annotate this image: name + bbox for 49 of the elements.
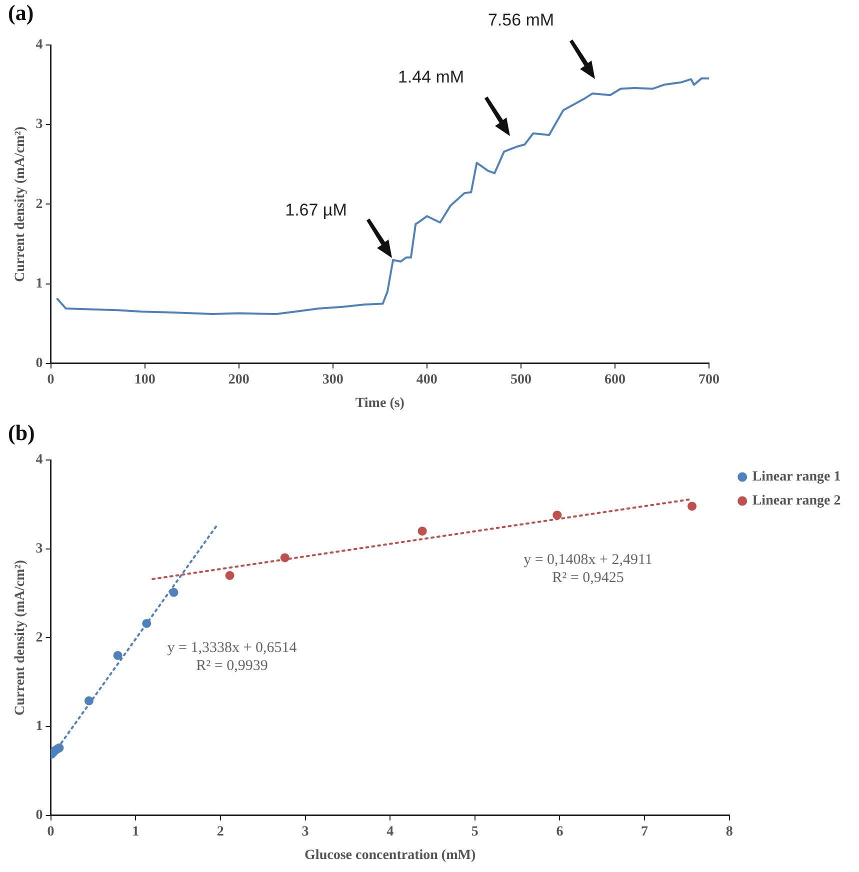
y-tick-label: 0: [36, 808, 43, 824]
y-tick-label: 1: [36, 276, 43, 292]
x-tick-label: 7: [641, 824, 648, 840]
legend-label: Linear range 1: [752, 470, 841, 485]
x-tick-label: 300: [322, 372, 344, 388]
point: [84, 696, 94, 706]
point: [552, 510, 562, 520]
x-tick-label: 0: [47, 824, 54, 840]
y-axis-title: Current density (mA/cm²): [13, 126, 28, 282]
x-tick-label: 5: [471, 824, 478, 840]
x-tick-label: 600: [604, 372, 626, 388]
y-tick-label: 3: [36, 541, 43, 556]
point: [169, 588, 178, 597]
chart-title: (a): [8, 0, 34, 26]
annotation: y = 0,1408x + 2,4911 R² = 0,9425: [524, 552, 652, 586]
x-tick-label: 500: [510, 372, 532, 388]
legend-label: Linear range 2: [752, 494, 841, 509]
x-tick-label: 1: [132, 824, 140, 840]
x-tick-label: 6: [556, 824, 564, 840]
text: 7.56 mM: [488, 10, 554, 30]
x-axis-title: Glucose concentration (mM): [304, 848, 476, 864]
point: [418, 526, 427, 536]
x-tick-label: 3: [302, 824, 309, 840]
y-tick-label: 4: [36, 452, 43, 468]
y-tick-label: 3: [36, 117, 43, 132]
y-tick-label: 0: [36, 356, 43, 372]
point: [280, 553, 290, 562]
x-tick-label: 0: [47, 372, 54, 388]
x-tick-label: 700: [698, 372, 720, 388]
point: [225, 571, 234, 580]
y-axis-title: Current density (mA/cm²): [13, 560, 28, 716]
x-tick-label: 4: [386, 824, 394, 840]
point: [113, 650, 122, 660]
point: [688, 502, 697, 511]
x-axis-title: Time (s): [355, 396, 405, 412]
y-tick-label: 4: [36, 38, 43, 53]
x-tick-label: 2: [216, 824, 224, 840]
y-tick-label: 2: [36, 196, 43, 212]
x-tick-label: 200: [228, 372, 250, 388]
x-tick-label: 100: [134, 372, 156, 388]
chart-title: (b): [8, 420, 35, 446]
y-tick-label: 2: [36, 630, 43, 646]
annotation: y = 1,3338x + 0,6514 R² = 0,9939: [167, 640, 298, 674]
annotation: 1.44 mM: [398, 68, 464, 87]
y-tick-label: 1: [36, 719, 43, 734]
point: [142, 618, 152, 628]
x-tick-label: 8: [726, 824, 733, 840]
x-tick-label: 400: [416, 372, 438, 388]
annotation: 1.67 µM: [285, 200, 347, 220]
